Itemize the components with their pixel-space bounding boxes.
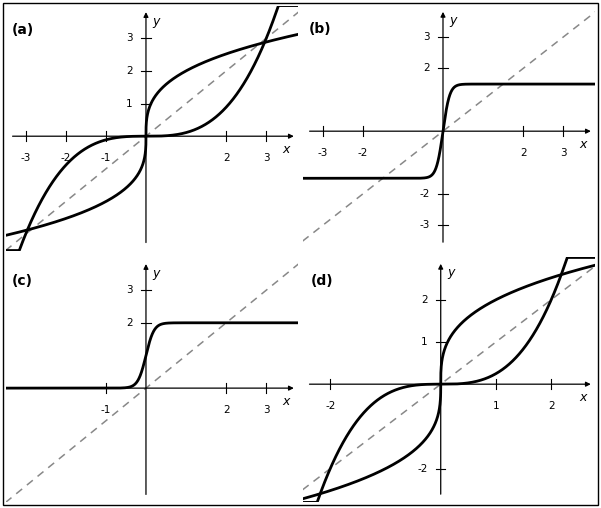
Text: y: y	[153, 15, 160, 28]
Text: y: y	[450, 14, 457, 27]
Text: 3: 3	[263, 405, 270, 415]
Text: 2: 2	[126, 66, 133, 76]
Text: 2: 2	[423, 64, 430, 73]
Text: 2: 2	[223, 153, 230, 164]
Text: -3: -3	[20, 153, 31, 164]
Text: 2: 2	[421, 295, 427, 305]
Text: x: x	[579, 391, 587, 404]
Text: 3: 3	[263, 153, 270, 164]
Text: x: x	[282, 143, 290, 156]
Text: -2: -2	[417, 464, 427, 473]
Text: 1: 1	[126, 99, 133, 109]
Text: 3: 3	[126, 285, 133, 295]
Text: y: y	[447, 266, 455, 279]
Text: 2: 2	[520, 148, 526, 158]
Text: 3: 3	[560, 148, 567, 158]
Text: 1: 1	[493, 401, 499, 411]
Text: 2: 2	[548, 401, 555, 411]
Text: 2: 2	[223, 405, 230, 415]
Text: x: x	[579, 138, 587, 151]
Text: 3: 3	[423, 32, 430, 42]
Text: (b): (b)	[308, 22, 331, 36]
Text: x: x	[282, 395, 290, 408]
Text: -2: -2	[358, 148, 368, 158]
Text: (a): (a)	[11, 22, 34, 37]
Text: -3: -3	[419, 220, 430, 231]
Text: 1: 1	[421, 337, 427, 347]
Text: -2: -2	[61, 153, 71, 164]
Text: -2: -2	[419, 189, 430, 199]
Text: 2: 2	[126, 318, 133, 328]
Text: 3: 3	[126, 33, 133, 43]
Text: (d): (d)	[311, 274, 334, 288]
Text: -1: -1	[100, 405, 111, 415]
Text: -2: -2	[325, 401, 335, 411]
Text: (c): (c)	[11, 274, 32, 289]
Text: -3: -3	[317, 148, 328, 158]
Text: -1: -1	[100, 153, 111, 164]
Text: y: y	[153, 267, 160, 279]
